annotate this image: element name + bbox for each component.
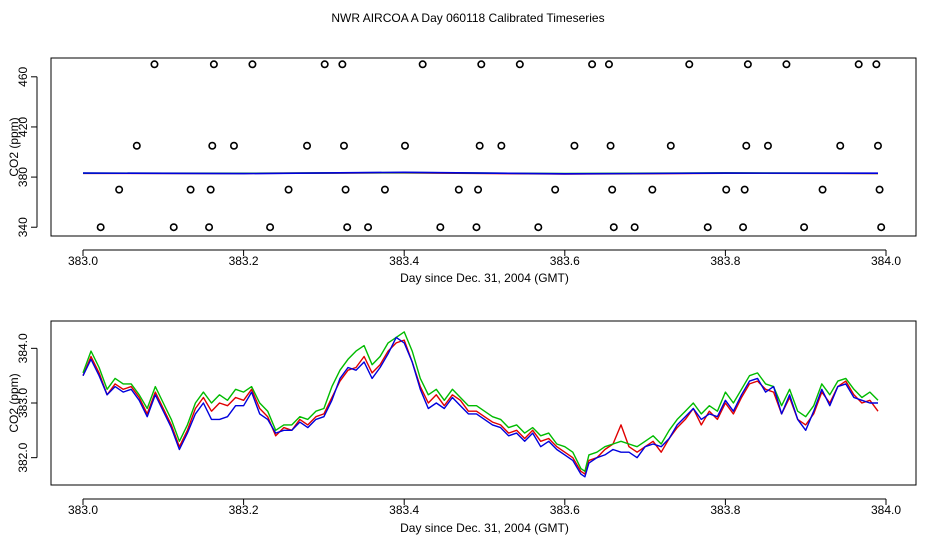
top-data-point xyxy=(339,141,348,150)
top-data-point xyxy=(474,185,483,194)
top-data-point xyxy=(722,185,731,194)
top-data-point xyxy=(873,141,882,150)
top-data-point xyxy=(338,60,347,69)
top-data-point xyxy=(380,185,389,194)
top-x-tick-label: 383.2 xyxy=(229,254,259,268)
top-data-point xyxy=(877,223,886,232)
top-data-point xyxy=(703,223,712,232)
bottom-x-tick-label: 383.8 xyxy=(710,503,740,517)
top-data-point xyxy=(608,185,617,194)
top-data-point xyxy=(205,223,214,232)
bottom-y-tick-label: 382.0 xyxy=(16,442,30,472)
top-data-point xyxy=(609,223,618,232)
top-data-point xyxy=(648,185,657,194)
top-data-point xyxy=(209,60,218,69)
top-y-tick-label: 340 xyxy=(16,217,30,237)
bottom-x-tick-label: 383.4 xyxy=(389,503,419,517)
top-x-tick-label: 383.6 xyxy=(550,254,580,268)
top-data-point xyxy=(266,223,275,232)
top-panel-scatter: 383.0 383.2 383.4 383.6 383.8 384.0 340 380 420 4… xyxy=(7,57,917,285)
top-data-point xyxy=(343,223,352,232)
top-data-point xyxy=(401,141,410,150)
top-data-point xyxy=(782,60,791,69)
top-data-point xyxy=(534,223,543,232)
top-data-point xyxy=(96,223,105,232)
top-x-tick-label: 383.0 xyxy=(68,254,98,268)
bottom-panel-marks xyxy=(82,331,879,478)
top-data-point xyxy=(454,185,463,194)
top-data-point xyxy=(208,141,217,150)
bottom-x-tick-label: 384.0 xyxy=(871,503,901,517)
top-data-point xyxy=(515,60,524,69)
top-data-point xyxy=(206,185,215,194)
top-data-point xyxy=(497,141,506,150)
bottom-panel-axes: 383.0 383.2 383.4 383.6 383.8 384.0 382.0 383.0… xyxy=(16,320,917,517)
top-data-point xyxy=(229,141,238,150)
top-data-point xyxy=(169,223,178,232)
top-data-point xyxy=(606,141,615,150)
top-panel-marks xyxy=(82,60,886,232)
top-x-axis-label: Day since Dec. 31, 2004 (GMT) xyxy=(400,271,569,285)
top-data-point xyxy=(763,141,772,150)
bottom-plot-frame xyxy=(50,320,917,486)
top-data-point xyxy=(630,223,639,232)
top-data-point xyxy=(436,223,445,232)
top-series-blue-line xyxy=(82,171,879,175)
top-data-point xyxy=(475,141,484,150)
top-data-point xyxy=(132,141,141,150)
top-data-point xyxy=(666,141,675,150)
top-y-tick-label: 460 xyxy=(16,66,30,86)
top-y-tick-label: 420 xyxy=(16,117,30,137)
top-x-tick-label: 383.8 xyxy=(710,254,740,268)
top-data-point xyxy=(742,141,751,150)
top-data-point xyxy=(284,185,293,194)
top-data-point xyxy=(248,60,257,69)
top-data-point xyxy=(551,185,560,194)
top-data-point xyxy=(303,141,312,150)
top-data-point xyxy=(872,60,881,69)
top-data-point xyxy=(743,60,752,69)
top-data-point xyxy=(740,185,749,194)
top-data-point xyxy=(418,60,427,69)
top-data-point xyxy=(150,60,159,69)
top-data-point xyxy=(570,141,579,150)
bottom-x-tick-label: 383.2 xyxy=(229,503,259,517)
bottom-series-blue-line xyxy=(82,336,878,478)
top-data-point xyxy=(320,60,329,69)
bottom-y-tick-label: 384.0 xyxy=(16,333,30,363)
bottom-x-axis-label: Day since Dec. 31, 2004 (GMT) xyxy=(400,521,569,535)
top-data-point xyxy=(685,60,694,69)
top-data-point xyxy=(739,223,748,232)
top-data-point xyxy=(875,185,884,194)
top-data-point xyxy=(588,60,597,69)
top-x-tick-label: 383.4 xyxy=(389,254,419,268)
top-data-point xyxy=(836,141,845,150)
bottom-x-tick-label: 383.0 xyxy=(68,503,98,517)
top-data-point xyxy=(186,185,195,194)
bottom-series-red-line xyxy=(82,339,879,475)
bottom-panel-line: 383.0 383.2 383.4 383.6 383.8 384.0 382.0 383.0… xyxy=(7,320,917,535)
top-y-axis-label: CO2 (ppm) xyxy=(7,117,21,176)
top-data-point xyxy=(854,60,863,69)
top-x-tick-label: 384.0 xyxy=(871,254,901,268)
top-data-point xyxy=(604,60,613,69)
top-y-tick-label: 380 xyxy=(16,167,30,187)
top-data-point xyxy=(341,185,350,194)
top-data-point xyxy=(477,60,486,69)
bottom-x-tick-label: 383.6 xyxy=(550,503,580,517)
top-plot-frame xyxy=(50,57,917,237)
top-data-point xyxy=(364,223,373,232)
bottom-y-axis-label: CO2 (ppm) xyxy=(7,373,21,432)
bottom-series-green-line xyxy=(82,331,879,472)
top-data-point xyxy=(800,223,809,232)
top-data-point xyxy=(818,185,827,194)
top-data-point xyxy=(115,185,124,194)
top-data-point xyxy=(472,223,481,232)
top-panel-axes: 383.0 383.2 383.4 383.6 383.8 384.0 340 380 420 4… xyxy=(16,57,917,268)
bottom-y-tick-label: 383.0 xyxy=(16,388,30,418)
page-title: NWR AIRCOA A Day 060118 Calibrated Times… xyxy=(331,11,604,25)
